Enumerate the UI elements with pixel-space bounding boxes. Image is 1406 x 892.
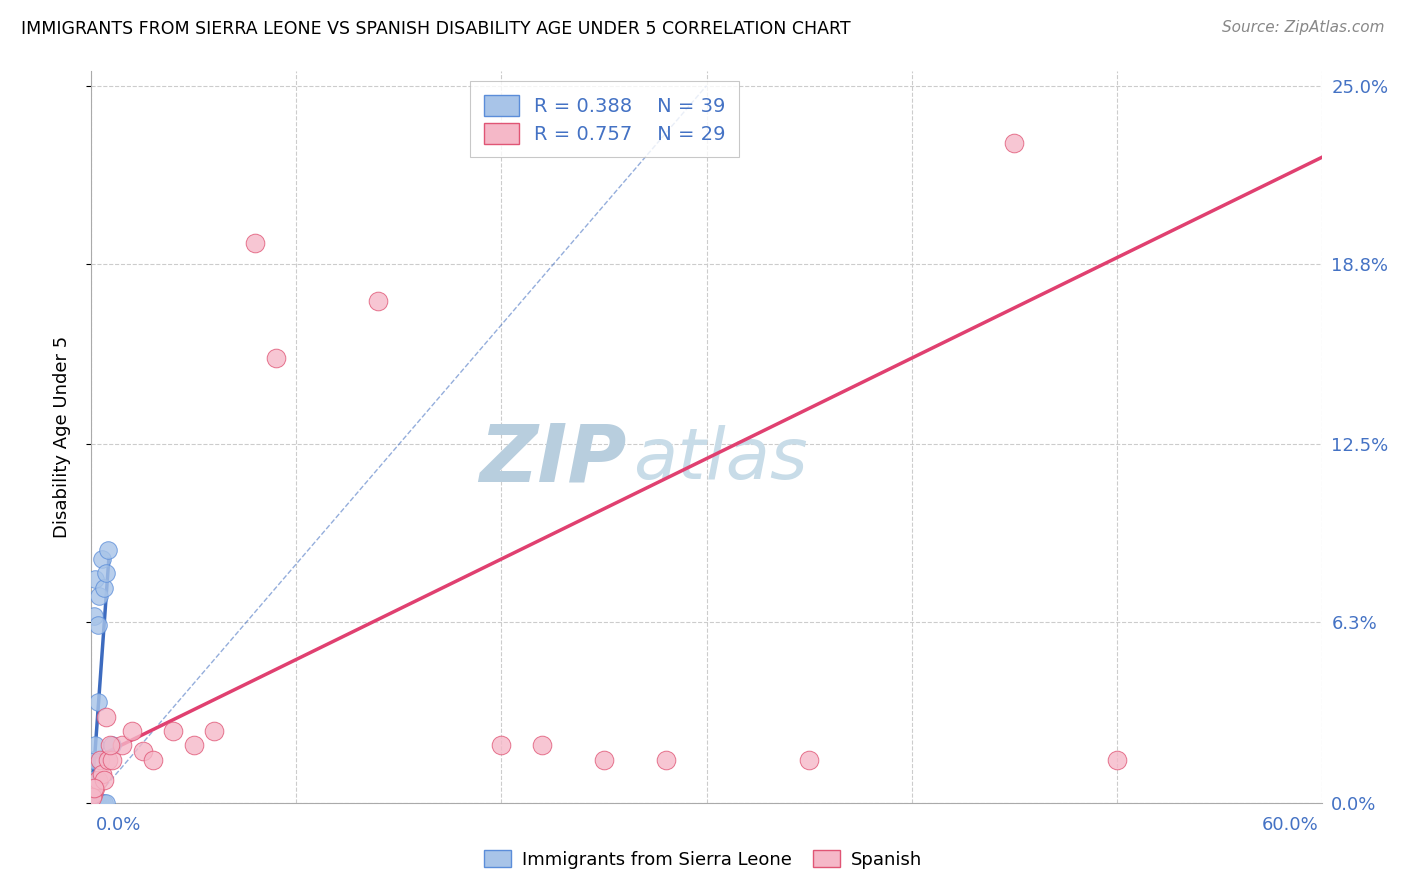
Point (80, 796, 103, 810)
Point (80, 790, 103, 805)
Point (83, 793, 105, 807)
Point (183, 739, 205, 753)
Text: Source: ZipAtlas.com: Source: ZipAtlas.com (1222, 20, 1385, 35)
Point (111, 739, 134, 753)
Text: IMMIGRANTS FROM SIERRA LEONE VS SPANISH DISABILITY AGE UNDER 5 CORRELATION CHART: IMMIGRANTS FROM SIERRA LEONE VS SPANISH … (21, 20, 851, 37)
Point (93, 772, 115, 787)
Point (80, 796, 103, 810)
Point (80, 796, 103, 810)
Point (86, 618, 108, 632)
Point (98, 739, 121, 753)
Point (131, 744, 153, 758)
Point (84, 793, 107, 807)
Point (82, 796, 104, 810)
Point (83, 790, 105, 805)
Point (264, 351, 287, 366)
Text: 0.0%: 0.0% (96, 816, 141, 834)
Y-axis label: Disability Age Under 5: Disability Age Under 5 (52, 336, 70, 538)
Point (86, 772, 108, 787)
Point (162, 724, 184, 739)
Point (82, 787, 104, 801)
Point (491, 739, 513, 753)
Point (94, 710, 117, 724)
Point (82, 790, 104, 805)
Point (80, 781, 103, 796)
Point (86, 695, 108, 709)
Point (80, 793, 103, 807)
Point (89, 753, 111, 767)
Point (87, 589, 110, 603)
Point (86, 796, 108, 810)
Point (80, 787, 103, 801)
Point (80, 793, 103, 807)
Point (90, 796, 112, 810)
Point (1002, 136, 1025, 150)
Point (86, 796, 108, 810)
Point (142, 753, 165, 767)
Point (89, 796, 111, 810)
Text: 60.0%: 60.0% (1263, 816, 1319, 834)
Point (84, 781, 107, 796)
Point (84, 739, 107, 753)
Point (80, 796, 103, 810)
Point (82, 790, 104, 805)
Point (94, 796, 117, 810)
Point (97, 543, 120, 558)
Point (82, 796, 104, 810)
Point (202, 724, 225, 739)
Text: atlas: atlas (633, 425, 807, 493)
Point (93, 581, 115, 595)
Point (1105, 753, 1128, 767)
Point (90, 552, 112, 566)
Point (101, 753, 124, 767)
Point (97, 753, 120, 767)
Point (367, 293, 389, 308)
Point (82, 793, 104, 807)
Point (84, 572, 107, 586)
Legend: R = 0.388    N = 39, R = 0.757    N = 29: R = 0.388 N = 39, R = 0.757 N = 29 (470, 81, 740, 158)
Legend: Immigrants from Sierra Leone, Spanish: Immigrants from Sierra Leone, Spanish (477, 843, 929, 876)
Point (101, 739, 124, 753)
Point (593, 753, 616, 767)
Text: ZIP: ZIP (479, 420, 627, 498)
Point (93, 796, 115, 810)
Point (80, 796, 103, 810)
Point (654, 753, 676, 767)
Point (83, 781, 105, 796)
Point (531, 739, 554, 753)
Point (80, 772, 103, 787)
Point (82, 787, 104, 801)
Point (82, 753, 104, 767)
Point (121, 724, 143, 739)
Point (83, 609, 105, 624)
Point (797, 753, 820, 767)
Point (90, 767, 112, 781)
Point (94, 566, 117, 581)
Point (82, 781, 104, 796)
Point (83, 796, 105, 810)
Point (245, 236, 267, 251)
